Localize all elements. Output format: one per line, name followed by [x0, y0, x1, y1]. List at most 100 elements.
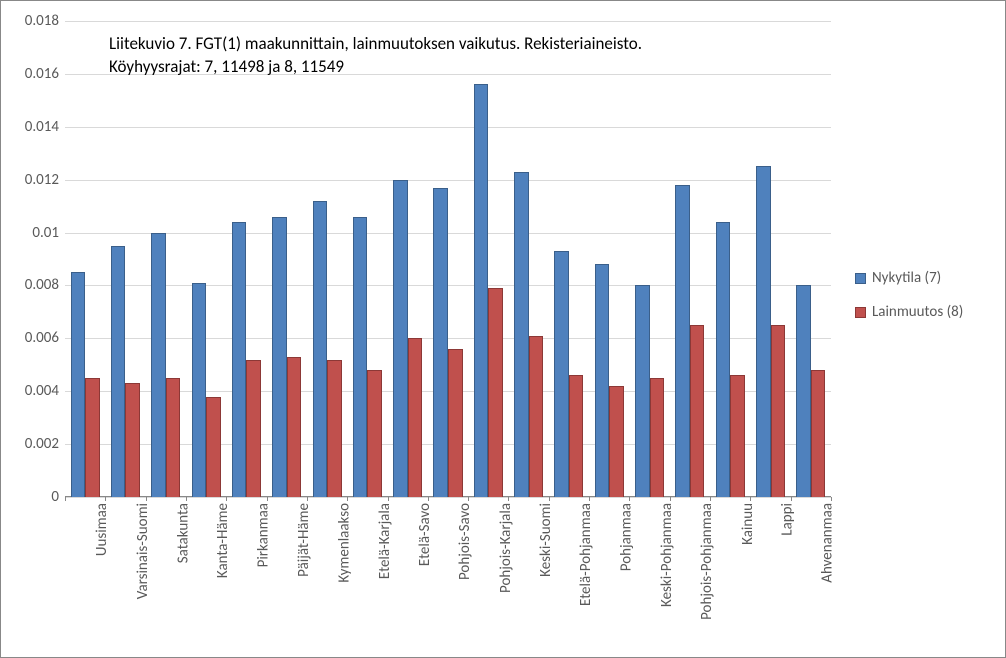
legend-label: Nykytila (7)	[872, 269, 941, 287]
x-category-label: Satakunta	[174, 503, 192, 563]
gridline	[65, 497, 831, 498]
bar-series1	[232, 222, 247, 497]
legend-label: Lainmuutos (8)	[872, 303, 963, 321]
x-category-label: Etelä-Pohjanmaa	[577, 503, 595, 606]
y-tick-label: 0.016	[25, 65, 59, 83]
bar-series2	[125, 383, 140, 497]
chart-title: Liitekuvio 7. FGT(1) maakunnittain, lain…	[109, 33, 642, 79]
x-category-label: Ahvenanmaa	[819, 503, 837, 583]
x-category-label: Pohjois-Karjala	[497, 503, 515, 593]
bar-series2	[85, 378, 100, 497]
x-category-label: Pirkanmaa	[255, 503, 273, 567]
x-category-label: Päijät-Häme	[295, 503, 313, 577]
bar-series2	[206, 397, 221, 497]
x-tick	[670, 497, 671, 501]
x-category-label: Kanta-Häme	[214, 503, 232, 578]
x-category-label: Keski-Pohjanmaa	[658, 503, 676, 607]
x-tick	[791, 497, 792, 501]
x-tick	[508, 497, 509, 501]
bar-series1	[675, 185, 690, 497]
bar-series2	[448, 349, 463, 497]
bar-series1	[595, 264, 610, 497]
x-tick	[226, 497, 227, 501]
bar-series1	[635, 285, 650, 497]
x-category-label: Etelä-Karjala	[376, 503, 394, 579]
bar-series2	[811, 370, 826, 497]
x-tick	[428, 497, 429, 501]
y-tick-label: 0.004	[25, 382, 59, 400]
bar-series1	[796, 285, 811, 497]
x-category-label: Keski-Suomi	[537, 503, 555, 577]
x-tick	[267, 497, 268, 501]
x-category-label: Varsinais-Suomi	[134, 503, 152, 599]
y-tick-label: 0.006	[25, 329, 59, 347]
gridline	[65, 127, 831, 128]
bar-series2	[609, 386, 624, 497]
x-tick	[105, 497, 106, 501]
bar-series2	[287, 357, 302, 497]
x-category-label: Etelä-Savo	[416, 503, 434, 566]
x-tick	[589, 497, 590, 501]
bar-series2	[569, 375, 584, 497]
legend-item: Lainmuutos (8)	[855, 303, 963, 321]
bar-series1	[71, 272, 86, 497]
x-tick	[65, 497, 66, 501]
bar-series1	[474, 84, 489, 497]
gridline	[65, 180, 831, 181]
y-tick-label: 0.002	[25, 435, 59, 453]
y-tick-label: 0.01	[32, 224, 59, 242]
x-tick	[186, 497, 187, 501]
x-tick	[146, 497, 147, 501]
legend-swatch	[855, 307, 866, 318]
x-tick	[468, 497, 469, 501]
bar-series2	[408, 338, 423, 497]
legend: Nykytila (7) Lainmuutos (8)	[855, 269, 963, 337]
x-tick	[750, 497, 751, 501]
x-tick	[307, 497, 308, 501]
legend-swatch	[855, 273, 866, 284]
bar-series2	[730, 375, 745, 497]
bar-series1	[111, 246, 126, 497]
y-tick-label: 0.012	[25, 171, 59, 189]
bar-series1	[393, 180, 408, 497]
gridline	[65, 21, 831, 22]
y-tick-label: 0	[51, 488, 59, 506]
x-category-label: Kainuu	[738, 503, 756, 545]
bar-series1	[272, 217, 287, 497]
x-tick	[831, 497, 832, 501]
bar-series2	[690, 325, 705, 497]
bar-series1	[313, 201, 328, 497]
bar-series2	[246, 360, 261, 498]
plot-area: 00.0020.0040.0060.0080.010.0120.0140.016…	[65, 21, 831, 497]
bar-series1	[756, 166, 771, 497]
bar-series1	[192, 283, 207, 497]
bar-series2	[166, 378, 181, 497]
bar-series2	[650, 378, 665, 497]
y-tick-label: 0.008	[25, 276, 59, 294]
y-tick-label: 0.018	[25, 12, 59, 30]
y-tick-label: 0.014	[25, 118, 59, 136]
x-category-label: Lappi	[779, 503, 797, 536]
bar-series1	[433, 188, 448, 497]
x-tick	[549, 497, 550, 501]
bar-series1	[554, 251, 569, 497]
bar-series1	[353, 217, 368, 497]
x-tick	[347, 497, 348, 501]
bar-series1	[514, 172, 529, 497]
x-category-label: Pohjanmaa	[618, 503, 636, 571]
bar-series2	[529, 336, 544, 497]
bar-series1	[716, 222, 731, 497]
chart-container: 0 0.002 0.004 0.006 0.008 0.01 0.012 0.014 0.016…	[0, 0, 1006, 658]
x-tick	[629, 497, 630, 501]
x-category-label: Pohjois-Savo	[456, 503, 474, 580]
bar-series2	[327, 360, 342, 498]
x-tick	[388, 497, 389, 501]
x-category-label: Uusimaa	[93, 503, 111, 556]
x-category-label: Kymenlaakso	[335, 503, 353, 583]
x-tick	[710, 497, 711, 501]
bar-series2	[367, 370, 382, 497]
bar-series2	[771, 325, 786, 497]
bar-series2	[488, 288, 503, 497]
x-category-label: Pohjois-Pohjanmaa	[698, 503, 716, 620]
bar-series1	[151, 233, 166, 497]
